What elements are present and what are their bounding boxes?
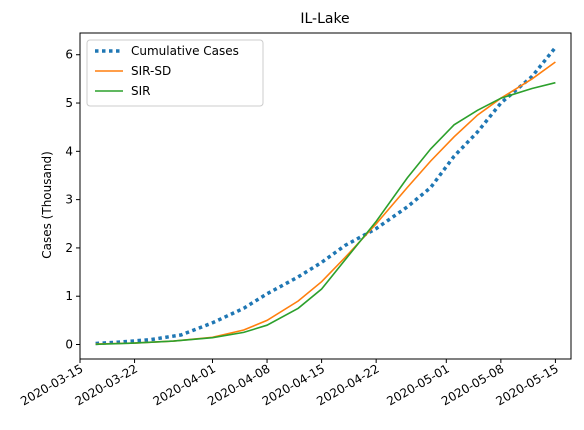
series-line-cumulative — [95, 46, 557, 346]
y-axis-label: Cases (Thousand) — [40, 151, 54, 259]
legend-box — [86, 39, 264, 107]
series-line-sir — [95, 81, 556, 346]
legend: Cumulative Cases SIR-SD SIR — [86, 39, 264, 107]
y-tick-label: 2 — [65, 241, 73, 255]
y-tick-label: 6 — [65, 48, 73, 62]
axes-frame — [79, 32, 572, 360]
legend-label: Cumulative Cases — [131, 44, 239, 58]
y-tick-label: 1 — [65, 289, 73, 303]
y-tick-label: 4 — [65, 144, 73, 158]
chart-title: IL-Lake — [300, 11, 349, 27]
legend-label: SIR — [131, 84, 151, 98]
y-tick-label: 3 — [65, 193, 73, 207]
legend-label: SIR-SD — [131, 64, 171, 78]
y-tick-label: 0 — [65, 338, 73, 352]
plot-area — [95, 46, 557, 346]
y-tick-label: 5 — [65, 96, 73, 110]
